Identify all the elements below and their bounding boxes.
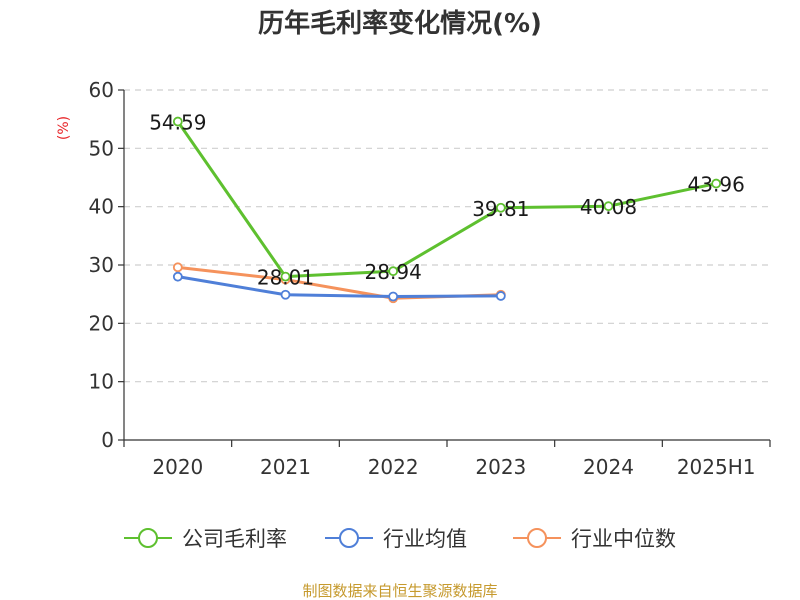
y-axis-unit: (%) bbox=[56, 116, 72, 140]
data-label: 28.01 bbox=[257, 266, 314, 290]
data-label: 28.94 bbox=[365, 260, 422, 284]
legend[interactable]: 公司毛利率 行业均值 行业中位数 bbox=[124, 527, 676, 551]
data-point bbox=[280, 271, 291, 282]
y-tick-label: 40 bbox=[89, 195, 114, 219]
legend-item[interactable]: 行业均值 bbox=[325, 527, 467, 551]
data-label: 43.96 bbox=[688, 173, 745, 197]
data-point bbox=[603, 201, 614, 212]
data-point bbox=[495, 202, 506, 213]
x-tick-label: 2021 bbox=[260, 455, 311, 479]
x-tick-label: 2024 bbox=[583, 455, 634, 479]
legend-label: 行业均值 bbox=[383, 527, 467, 551]
series-line bbox=[177, 265, 501, 300]
data-label: 39.81 bbox=[472, 197, 529, 221]
data-label: 54.59 bbox=[149, 111, 206, 135]
legend-item[interactable]: 公司毛利率 bbox=[124, 527, 287, 551]
y-tick-label: 30 bbox=[89, 253, 114, 277]
legend-marker-icon bbox=[527, 528, 547, 548]
y-tick-label: 10 bbox=[89, 370, 114, 394]
x-tick-label: 2022 bbox=[368, 455, 419, 479]
data-point bbox=[495, 291, 506, 301]
legend-marker-icon bbox=[138, 528, 158, 548]
series-line bbox=[177, 275, 501, 298]
data-point bbox=[172, 262, 183, 273]
data-point bbox=[711, 178, 722, 189]
data-label: 40.08 bbox=[580, 195, 637, 219]
data-point bbox=[388, 291, 399, 302]
data-point bbox=[172, 116, 183, 127]
series-lines bbox=[172, 116, 722, 304]
chart-title: 历年毛利率变化情况(%) bbox=[258, 8, 542, 39]
series-line bbox=[176, 120, 717, 279]
y-tick-label: 0 bbox=[101, 428, 114, 452]
legend-item[interactable]: 行业中位数 bbox=[513, 527, 676, 551]
data-point bbox=[172, 271, 183, 282]
legend-marker-icon bbox=[339, 528, 359, 548]
data-labels: 54.59 28.01 28.94 39.81 40.08 43.96 bbox=[149, 111, 745, 290]
y-tick-label: 20 bbox=[89, 311, 114, 335]
y-tick-label: 50 bbox=[89, 136, 114, 160]
gridlines bbox=[124, 89, 770, 383]
data-point bbox=[280, 289, 291, 300]
axes: 0 10 20 30 40 50 60 2020 2021 2022 2023 2024 2025H1 bbox=[89, 78, 771, 479]
legend-label: 公司毛利率 bbox=[182, 527, 287, 551]
x-tick-label: 2025H1 bbox=[677, 455, 756, 479]
x-tick-label: 2023 bbox=[475, 455, 526, 479]
legend-label: 行业中位数 bbox=[571, 527, 676, 551]
data-source-note: 制图数据来自恒生聚源数据库 bbox=[302, 582, 497, 600]
y-tick-label: 60 bbox=[89, 78, 114, 102]
x-tick-label: 2020 bbox=[152, 455, 203, 479]
data-point bbox=[388, 266, 399, 277]
